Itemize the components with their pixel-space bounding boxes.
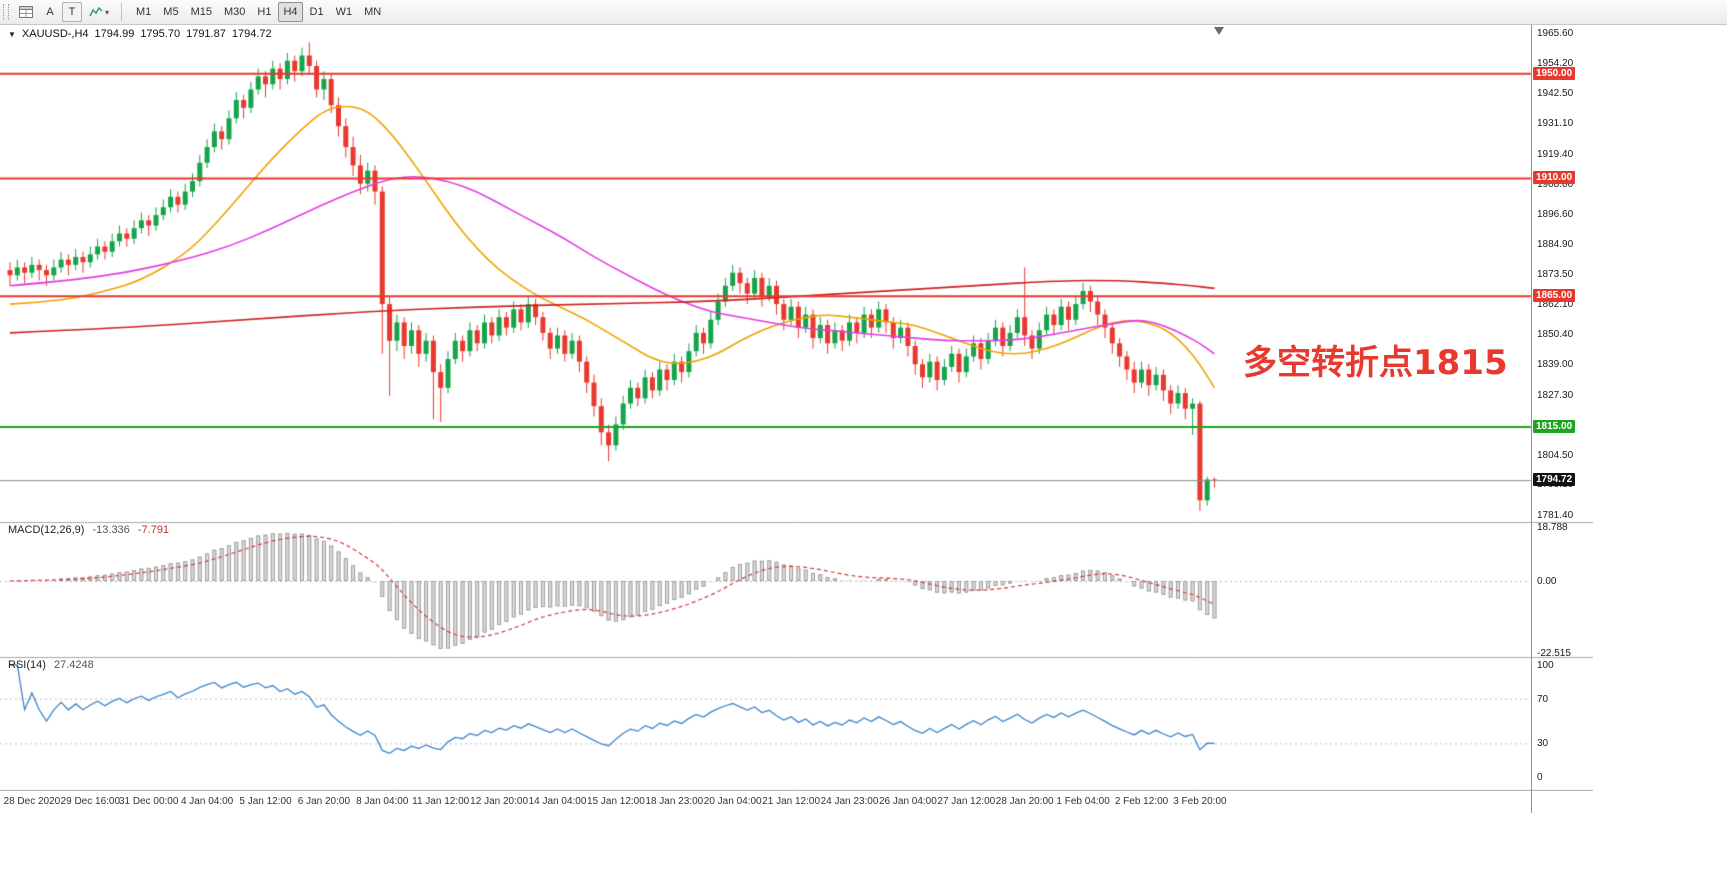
price-tick-label: 1850.40: [1537, 329, 1574, 341]
timeframe-button-m15[interactable]: M15: [186, 2, 217, 22]
price-tick-label: 1839.00: [1537, 359, 1574, 371]
level-price-tag: 1950.00: [1533, 66, 1576, 80]
time-tick-label: 4 Jan 04:00: [180, 796, 234, 807]
collapse-triangle-icon[interactable]: ▼: [8, 29, 16, 39]
chart-area: ▼ XAUUSD-,H4 1794.99 1795.70 1791.87 179…: [0, 25, 1727, 895]
toolbar: A T ▾ M1 M5 M15 M30 H1 H4 D1 W1 MN: [0, 0, 1727, 25]
rsi-indicator-label: RSI(14) 27.4248: [8, 659, 99, 671]
time-tick-label: 15 Jan 12:00: [586, 796, 645, 807]
level-price-tag: 1910.00: [1533, 171, 1576, 185]
dropdown-caret-icon: ▾: [105, 7, 110, 17]
price-tick-label: 1862.10: [1537, 298, 1574, 310]
macd-main-value: -13.336: [92, 524, 130, 536]
time-tick-label: 20 Jan 04:00: [703, 796, 762, 807]
macd-tick-label: -22.515: [1537, 648, 1571, 659]
toolbar-grip-handle[interactable]: [3, 4, 9, 20]
toolbar-separator: [121, 3, 123, 21]
price-tick-label: 1965.60: [1537, 28, 1574, 39]
timeframe-button-w1[interactable]: W1: [331, 2, 358, 22]
time-tick-label: 27 Jan 12:00: [937, 796, 996, 807]
price-tick-label: 1873.50: [1537, 269, 1574, 280]
price-tick-label: 1896.60: [1537, 208, 1574, 220]
macd-signal-value: -7.791: [137, 524, 170, 536]
price-tick-label: 1884.90: [1537, 239, 1574, 251]
time-tick-label: 26 Jan 04:00: [878, 796, 937, 807]
level-price-tag: 1865.00: [1533, 289, 1576, 303]
bid-price-tag: 1794.72: [1533, 473, 1576, 487]
time-tick-label: 12 Jan 20:00: [470, 796, 529, 807]
timeframe-button-h1[interactable]: H1: [252, 2, 276, 22]
price-tick-label: 1781.40: [1537, 510, 1574, 521]
time-tick-label: 11 Jan 12:00: [412, 796, 470, 807]
timeframe-group: M1 M5 M15 M30 H1 H4 D1 W1 MN: [131, 2, 386, 22]
table-icon: [19, 6, 33, 18]
price-tick-label: 1827.30: [1537, 389, 1574, 401]
rsi-tick-label: 100: [1537, 660, 1554, 671]
text-tool-button[interactable]: T: [62, 2, 82, 22]
arrow-text-tool-button[interactable]: A: [40, 2, 60, 22]
level-price-tag: 1815.00: [1533, 420, 1576, 434]
chart-shift-marker-icon[interactable]: [1214, 27, 1224, 35]
high-value: 1795.70: [140, 28, 181, 40]
symbol-and-period-label: XAUUSD-,H4: [21, 28, 89, 40]
time-tick-label: 28 Dec 2020: [3, 796, 61, 807]
price-tick-label: 1931.10: [1537, 118, 1574, 130]
price-tick-label: 1908.00: [1537, 178, 1574, 190]
rsi-tick-label: 0: [1537, 772, 1543, 783]
time-tick-label: 2 Feb 12:00: [1114, 796, 1169, 807]
symbol-info-bar: ▼ XAUUSD-,H4 1794.99 1795.70 1791.87 179…: [8, 28, 272, 40]
price-axis[interactable]: 1965.60 1954.20 1942.50 1931.10 1919.40 1908.…: [1531, 25, 1594, 813]
time-tick-label: 5 Jan 12:00: [239, 796, 292, 807]
zigzag-icon: [89, 6, 103, 16]
macd-name-label: MACD(12,26,9): [8, 524, 85, 536]
time-tick-label: 14 Jan 04:00: [528, 796, 587, 807]
time-axis[interactable]: 28 Dec 2020 29 Dec 16:00 31 Dec 00:00 4 Jan…: [0, 791, 1531, 813]
price-tick-label: 1919.40: [1537, 148, 1574, 160]
rsi-tick-label: 30: [1537, 738, 1549, 750]
time-tick-label: 8 Jan 04:00: [356, 796, 409, 807]
time-tick-label: 31 Dec 00:00: [118, 796, 179, 807]
time-tick-label: 6 Jan 20:00: [297, 796, 351, 807]
macd-indicator-label: MACD(12,26,9) -13.336 -7.791: [8, 524, 174, 536]
timeframe-button-m1[interactable]: M1: [131, 2, 156, 22]
time-tick-label: 29 Dec 16:00: [60, 796, 121, 807]
price-tick-label: 1954.20: [1537, 57, 1574, 69]
timeframe-button-m5[interactable]: M5: [158, 2, 183, 22]
rsi-name-label: RSI(14): [8, 659, 46, 671]
macd-tick-label: 18.788: [1537, 522, 1568, 533]
rsi-value: 27.4248: [53, 659, 94, 671]
time-tick-label: 24 Jan 23:00: [820, 796, 879, 807]
time-tick-label: 3 Feb 20:00: [1173, 796, 1227, 807]
time-tick-label: 21 Jan 12:00: [762, 796, 821, 807]
timeframe-button-h4[interactable]: H4: [278, 2, 303, 22]
price-tick-label: 1804.50: [1537, 449, 1574, 461]
price-tick-label: 1942.50: [1537, 88, 1574, 100]
time-tick-label: 18 Jan 23:00: [645, 796, 704, 807]
time-tick-label: 1 Feb 04:00: [1056, 796, 1110, 807]
tick-table-button[interactable]: [14, 2, 38, 22]
line-style-button[interactable]: ▾: [84, 2, 114, 22]
time-tick-label: 28 Jan 20:00: [995, 796, 1054, 807]
low-value: 1791.87: [186, 28, 226, 40]
timeframe-button-d1[interactable]: D1: [305, 2, 329, 22]
close-value: 1794.72: [231, 28, 272, 40]
timeframe-button-m30[interactable]: M30: [219, 2, 250, 22]
rsi-tick-label: 70: [1537, 693, 1549, 705]
price-chart-canvas[interactable]: [0, 25, 1593, 791]
timeframe-button-mn[interactable]: MN: [359, 2, 386, 22]
open-value: 1794.99: [94, 28, 135, 40]
chart-annotation-text[interactable]: 多空转折点1815: [1243, 343, 1508, 383]
macd-tick-label: 0.00: [1537, 575, 1557, 587]
